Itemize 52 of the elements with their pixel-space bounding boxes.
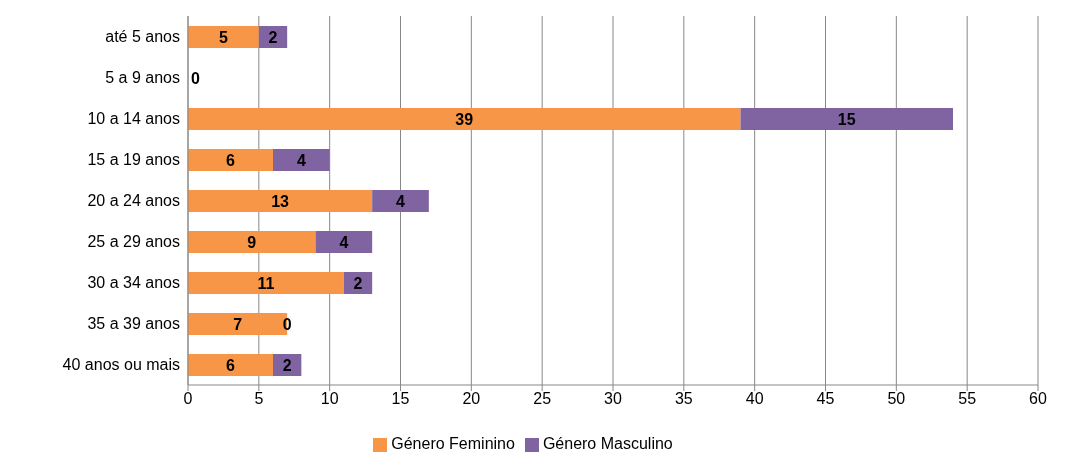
bar [188, 190, 373, 212]
data-label: 6 [226, 151, 236, 169]
y-tick-label: 25 a 29 anos [87, 233, 180, 251]
x-tick-label: 45 [816, 390, 835, 408]
x-tick-label: 15 [391, 390, 410, 408]
y-tick-label: 35 a 39 anos [87, 315, 180, 333]
x-tick-label: 40 [745, 390, 764, 408]
x-tick-label: 25 [533, 390, 552, 408]
y-tick-label: 10 a 14 anos [87, 110, 180, 128]
x-tick-label: 30 [604, 390, 622, 408]
data-label: 9 [247, 233, 257, 251]
data-label: 2 [282, 356, 292, 374]
x-tick-label: 10 [320, 390, 339, 408]
bar [372, 190, 429, 212]
data-label: 4 [396, 192, 406, 210]
data-label: 6 [226, 356, 236, 374]
y-tick-label: 15 a 19 anos [87, 151, 180, 169]
data-label: 4 [296, 151, 306, 169]
x-tick-label: 35 [674, 390, 693, 408]
x-tick-label: 5 [254, 390, 264, 408]
x-tick-label: 20 [462, 390, 481, 408]
data-label: 7 [233, 315, 243, 333]
y-tick-label: até 5 anos [105, 28, 180, 46]
bar [188, 108, 741, 130]
bar [315, 231, 373, 253]
data-label: 13 [271, 192, 290, 210]
data-label: 11 [257, 274, 275, 292]
x-tick-label: 60 [1029, 390, 1047, 408]
data-label: 5 [218, 28, 228, 46]
bar [188, 231, 316, 253]
data-label: 2 [353, 274, 363, 292]
x-tick-label: 55 [958, 390, 977, 408]
y-tick-label: 5 a 9 anos [105, 69, 180, 87]
x-tick-label: 50 [887, 390, 906, 408]
data-label: 2 [268, 28, 278, 46]
legend-label: Género Feminino [391, 435, 515, 452]
x-tick-label: 0 [183, 390, 193, 408]
data-label: 39 [455, 110, 474, 128]
bar [188, 26, 259, 48]
data-label: 0 [191, 69, 200, 87]
bar [273, 149, 330, 171]
data-label: 0 [282, 315, 292, 333]
y-tick-label: 20 a 24 anos [87, 192, 180, 210]
y-tick-label: 40 anos ou mais [62, 356, 180, 374]
bar [740, 108, 953, 130]
bar [188, 149, 273, 171]
data-label: 15 [837, 110, 856, 128]
bar [188, 354, 273, 376]
y-tick-label: 30 a 34 anos [87, 274, 180, 292]
data-label: 4 [339, 233, 349, 251]
bar [188, 272, 344, 294]
legend-label: Género Masculino [542, 435, 673, 452]
